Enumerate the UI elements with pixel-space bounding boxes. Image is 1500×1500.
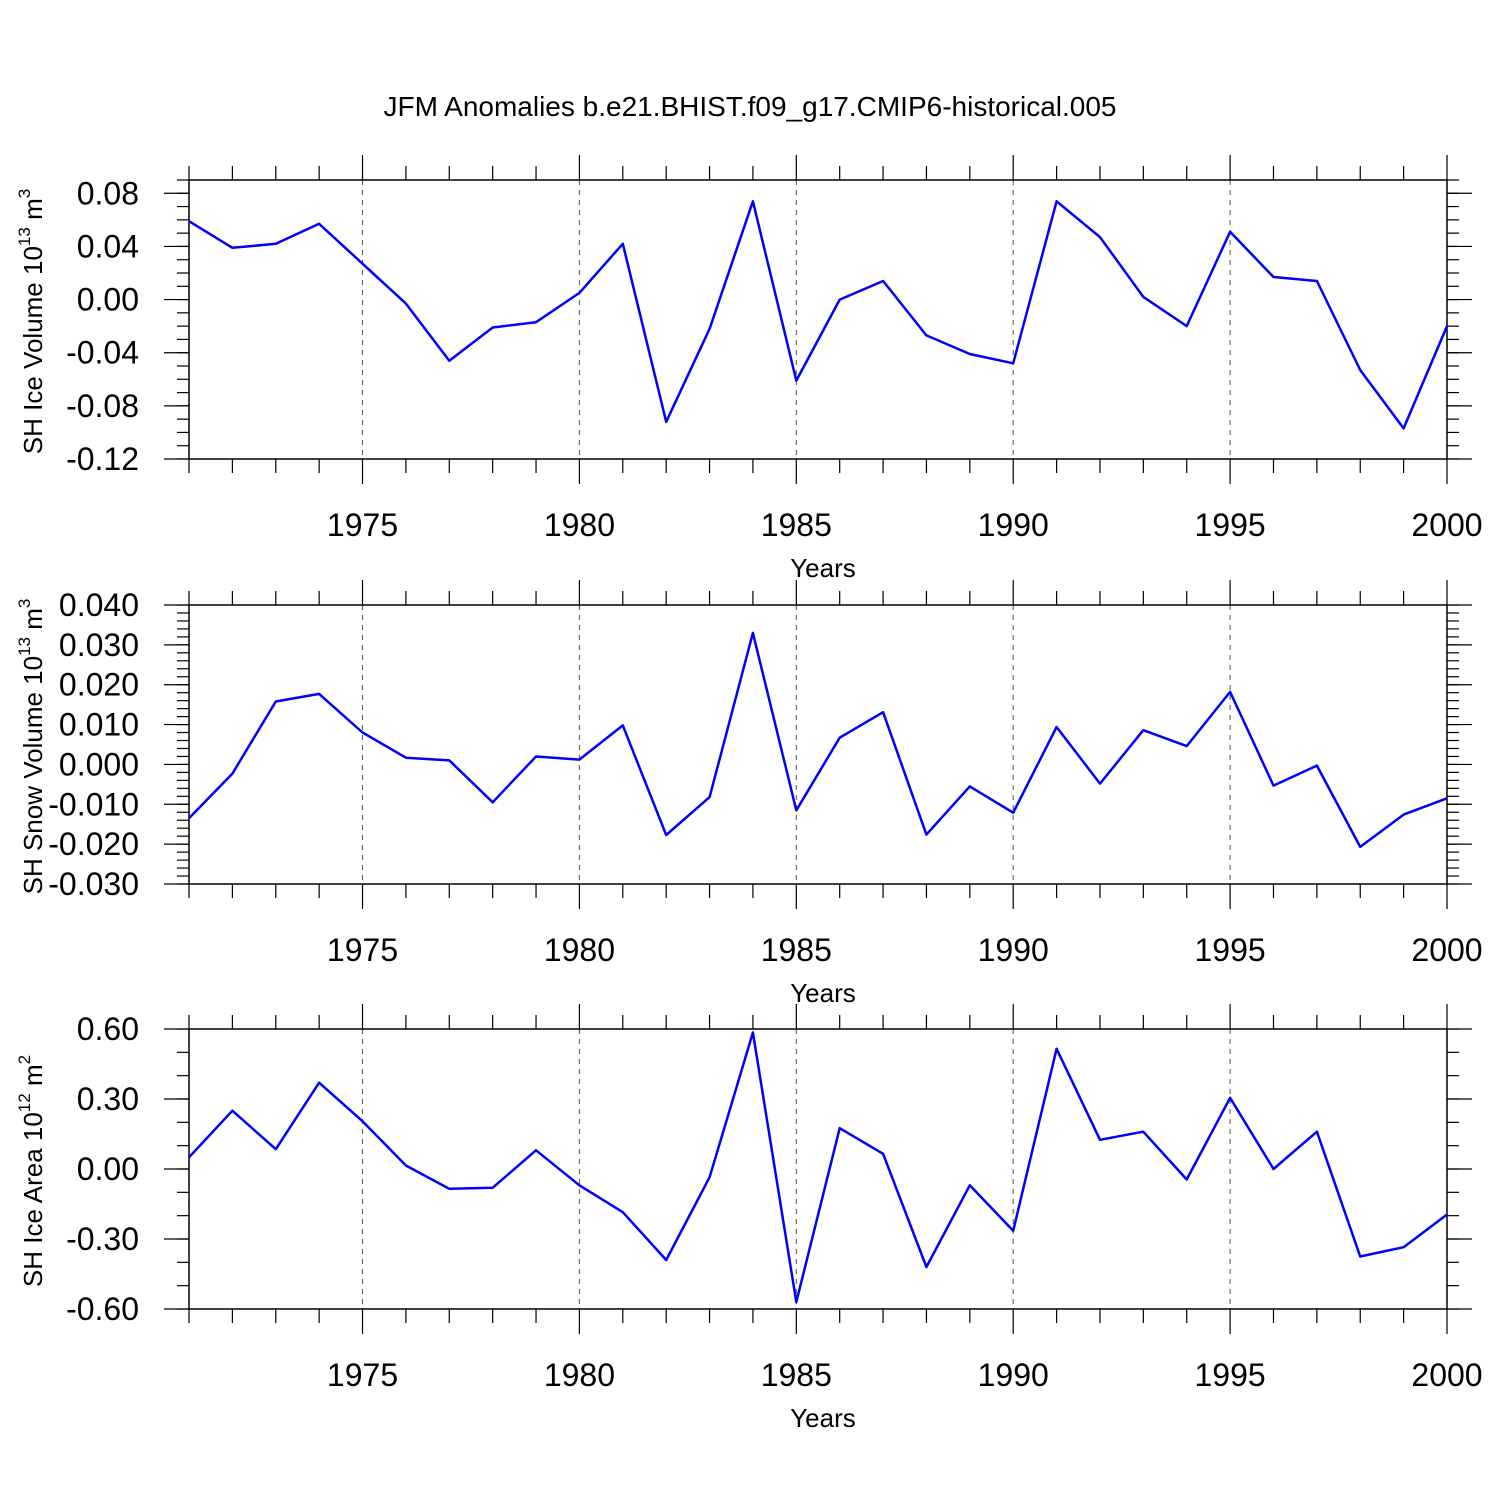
plot-frame xyxy=(188,604,1448,885)
plot-frame xyxy=(188,179,1448,460)
y-tick-label: -0.010 xyxy=(48,786,139,822)
x-tick-label: 2000 xyxy=(1411,1357,1482,1393)
panel-ice-volume: -0.12 -0.08 -0.04 0.00 0.04 0.08 1975 1980 1985 1… xyxy=(15,155,1483,583)
x-tick-label: 1990 xyxy=(978,1357,1049,1393)
y-tick-label: 0.00 xyxy=(77,1151,139,1187)
y-tick-label: -0.12 xyxy=(66,441,139,477)
y-tick-label: 0.60 xyxy=(77,1011,139,1047)
y-tick-label: -0.04 xyxy=(66,335,139,371)
x-axis-title: Years xyxy=(790,1403,856,1433)
x-tick-label: 2000 xyxy=(1411,932,1482,968)
y-tick-label: -0.30 xyxy=(66,1221,139,1257)
x-tick-label: 1975 xyxy=(327,507,398,543)
x-tick-label: 1980 xyxy=(544,932,615,968)
x-tick-label: 1990 xyxy=(978,507,1049,543)
y-axis-title: SH Ice Volume 1013 m3 xyxy=(15,189,48,454)
y-tick-label: 0.020 xyxy=(59,667,139,703)
series-line-ice-area xyxy=(188,1031,1448,1304)
y-tick-label: 0.30 xyxy=(77,1081,139,1117)
y-tick-label: 0.08 xyxy=(77,175,139,211)
y-tick-label: -0.60 xyxy=(66,1291,139,1327)
x-tick-label: 1995 xyxy=(1195,507,1266,543)
x-tick-label: 1985 xyxy=(761,932,832,968)
series-line-snow-volume xyxy=(188,631,1448,849)
x-tick-label: 1995 xyxy=(1195,932,1266,968)
x-axis-title: Years xyxy=(790,553,856,583)
y-tick-label: 0.04 xyxy=(77,228,139,264)
x-tick-label: 1995 xyxy=(1195,1357,1266,1393)
x-tick-label: 1985 xyxy=(761,1357,832,1393)
x-tick-label: 2000 xyxy=(1411,507,1482,543)
x-tick-label: 1985 xyxy=(761,507,832,543)
y-tick-label: 0.040 xyxy=(59,587,139,623)
y-tick-label: -0.08 xyxy=(66,388,139,424)
x-axis-title: Years xyxy=(790,978,856,1008)
x-tick-label: 1980 xyxy=(544,1357,615,1393)
y-axis-title: SH Snow Volume 1013 m3 xyxy=(15,599,48,895)
x-tick-label: 1990 xyxy=(978,932,1049,968)
panel-ice-area: -0.60 -0.30 0.00 0.30 0.60 1975 1980 1985 1990 19… xyxy=(15,1004,1483,1433)
y-tick-label: 0.010 xyxy=(59,707,139,743)
y-tick-label: -0.030 xyxy=(48,866,139,902)
plot-frame xyxy=(188,1028,1448,1310)
y-tick-label: 0.00 xyxy=(77,282,139,318)
y-tick-label: 0.030 xyxy=(59,627,139,663)
y-tick-label: 0.000 xyxy=(59,746,139,782)
y-tick-label: -0.020 xyxy=(48,826,139,862)
x-tick-label: 1980 xyxy=(544,507,615,543)
chart-title: JFM Anomalies b.e21.BHIST.f09_g17.CMIP6-… xyxy=(383,91,1116,122)
y-axis-title: SH Ice Area 1012 m2 xyxy=(15,1055,48,1287)
series-line-ice-volume xyxy=(188,200,1449,430)
x-tick-label: 1975 xyxy=(327,932,398,968)
x-tick-label: 1975 xyxy=(327,1357,398,1393)
